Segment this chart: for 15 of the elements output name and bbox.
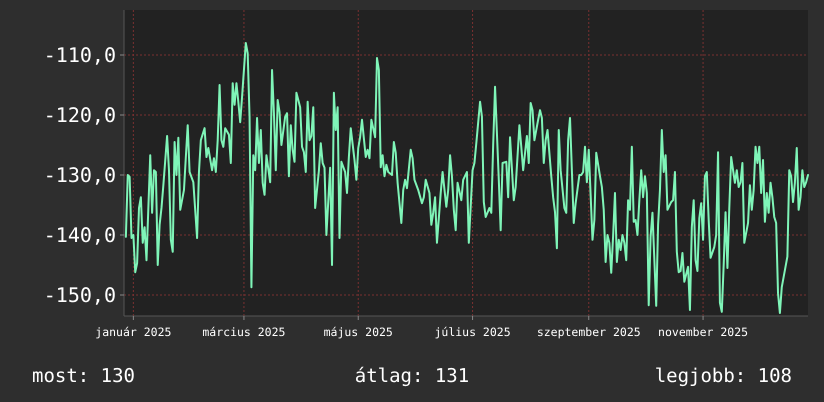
- line-series: [124, 42, 809, 314]
- y-tick-label: -120,0: [44, 103, 116, 127]
- x-tick-label: március 2025: [202, 325, 286, 339]
- text: átlag: 131: [354, 365, 470, 387]
- x-tick-label: január 2025: [95, 325, 172, 339]
- x-tick-label: szeptember 2025: [536, 325, 641, 339]
- x-tick-label: július 2025: [434, 325, 511, 339]
- text: legjobb: 108: [654, 365, 792, 387]
- y-tick-label: -110,0: [44, 43, 116, 67]
- y-tick-label: -150,0: [44, 283, 116, 307]
- y-tick-label: -140,0: [44, 223, 116, 247]
- text: most: 130: [32, 365, 135, 387]
- x-tick-label: november 2025: [658, 325, 748, 339]
- x-tick-label: május 2025: [324, 325, 393, 339]
- y-tick-label: -130,0: [44, 163, 116, 187]
